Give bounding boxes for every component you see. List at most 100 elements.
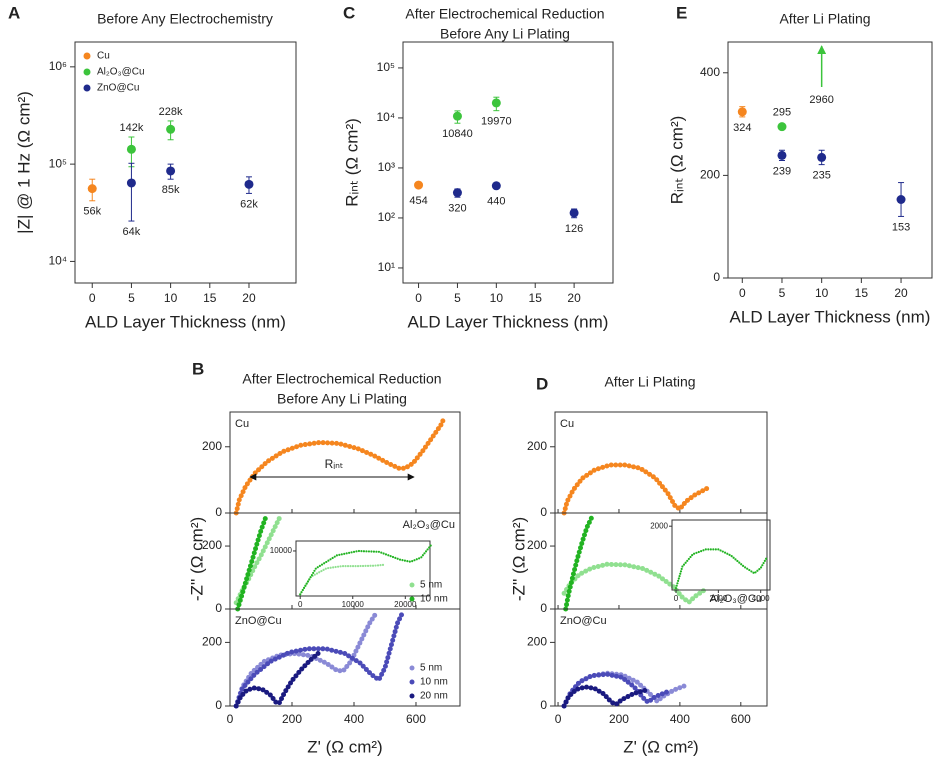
impedance-curve <box>299 543 433 596</box>
legend-marker <box>409 596 415 602</box>
x-axis-label: ALD Layer Thickness (nm) <box>730 307 931 326</box>
chart-title: After Li Plating <box>779 11 870 27</box>
y-tick-label: 10² <box>378 210 395 224</box>
value-label: 454 <box>409 195 427 207</box>
chart-title: Before Any Electrochemistry <box>97 11 273 27</box>
impedance-curve <box>233 611 405 709</box>
x-tick-label: 200 <box>282 712 302 726</box>
y-tick-label: 400 <box>700 65 720 79</box>
x-tick-label: 5 <box>454 291 461 305</box>
subplot-frame <box>554 411 768 514</box>
plot-frame <box>727 41 933 279</box>
y-tick-label: 10⁶ <box>49 59 67 73</box>
legend-label: Al₂O₃@Cu <box>97 67 145 78</box>
y-tick-label: 200 <box>202 635 222 649</box>
y-axis-label: Rᵢₙₜ (Ω cm²) <box>667 116 686 205</box>
value-label: 19970 <box>481 116 512 128</box>
y-tick-label: 0 <box>540 505 547 519</box>
y-axis-label: Rᵢₙₜ (Ω cm²) <box>342 118 361 207</box>
value-label: 64k <box>123 226 141 238</box>
inset-x-tick-label: 2000 <box>709 594 727 603</box>
x-tick-label: 600 <box>406 712 426 726</box>
value-label: 142k <box>119 122 143 134</box>
point <box>491 98 501 108</box>
x-tick-label: 15 <box>855 286 869 300</box>
value-label: 2960 <box>809 94 833 106</box>
chart-title: After Electrochemical Reduction <box>242 371 441 387</box>
legend-label: 5 nm <box>420 663 442 674</box>
legend-label: 5 nm <box>420 580 442 591</box>
point <box>452 111 462 121</box>
subplot-label: Al₂O₃@Cu <box>710 593 762 605</box>
impedance-curve <box>563 515 595 612</box>
inset-frame <box>671 519 771 591</box>
panel-letter: A <box>8 3 20 22</box>
inset-x-tick-label: 4000 <box>752 594 770 603</box>
panel-letter: B <box>192 359 204 378</box>
x-tick-label: 0 <box>89 291 96 305</box>
panel-letter: D <box>536 374 548 393</box>
value-label: 56k <box>83 206 101 218</box>
point <box>126 178 136 188</box>
x-tick-label: 15 <box>529 291 543 305</box>
legend-marker <box>409 693 415 699</box>
x-tick-label: 20 <box>894 286 908 300</box>
value-label: 153 <box>892 221 910 233</box>
legend-marker <box>409 665 415 671</box>
legend-marker <box>83 84 91 92</box>
impedance-curve <box>233 611 379 709</box>
y-tick-label: 10³ <box>378 160 395 174</box>
y-tick-label: 10⁴ <box>48 254 67 268</box>
legend-marker <box>83 68 91 76</box>
subplot-label: Cu <box>560 418 574 430</box>
inset-x-tick-label: 0 <box>674 594 679 603</box>
y-tick-label: 0 <box>215 601 222 615</box>
subplot-label: Al₂O₃@Cu <box>403 519 455 531</box>
chart-title: Before Any Li Plating <box>277 391 407 407</box>
x-tick-label: 20 <box>242 291 256 305</box>
y-tick-label: 200 <box>202 538 222 552</box>
y-axis-label: -Z'' (Ω cm²) <box>509 517 528 601</box>
value-label: 239 <box>773 165 791 177</box>
y-axis-label: |Z| @ 1 Hz (Ω cm²) <box>14 91 33 234</box>
y-tick-label: 10⁴ <box>376 110 395 124</box>
point <box>817 152 827 162</box>
impedance-curve <box>561 561 707 606</box>
subplot-label: ZnO@Cu <box>560 615 607 627</box>
inset-y-tick-label: 10000 <box>270 546 293 555</box>
y-tick-label: 10⁵ <box>377 60 395 74</box>
impedance-curve <box>561 671 671 709</box>
value-label: 440 <box>487 196 505 208</box>
x-tick-label: 0 <box>739 286 746 300</box>
y-tick-label: 0 <box>540 698 547 712</box>
point <box>777 150 787 160</box>
value-label: 295 <box>773 107 791 119</box>
subplot-label: Cu <box>235 418 249 430</box>
chart-title: Before Any Li Plating <box>440 26 570 42</box>
y-tick-label: 0 <box>713 270 720 284</box>
impedance-curve <box>561 684 649 709</box>
x-tick-label: 400 <box>670 712 690 726</box>
legend-label: 20 nm <box>420 691 448 702</box>
impedance-curve <box>233 416 447 516</box>
impedance-curve <box>674 548 769 590</box>
legend-label: ZnO@Cu <box>97 83 139 94</box>
y-tick-label: 0 <box>215 698 222 712</box>
point <box>87 184 97 194</box>
y-tick-label: 200 <box>527 439 547 453</box>
point <box>777 122 787 132</box>
inset-frame <box>295 540 431 597</box>
value-label: 85k <box>162 184 180 196</box>
value-label: 126 <box>565 223 583 235</box>
x-tick-label: 0 <box>227 712 234 726</box>
legend-label: 10 nm <box>420 594 448 605</box>
chart-title: After Electrochemical Reduction <box>405 6 604 22</box>
point <box>244 179 254 189</box>
point <box>166 166 176 176</box>
x-tick-label: 10 <box>815 286 829 300</box>
x-tick-label: 400 <box>344 712 364 726</box>
y-tick-label: 0 <box>540 601 547 615</box>
value-label: 320 <box>448 203 466 215</box>
x-axis-label: Z' (Ω cm²) <box>307 737 382 756</box>
legend-marker <box>409 679 415 685</box>
